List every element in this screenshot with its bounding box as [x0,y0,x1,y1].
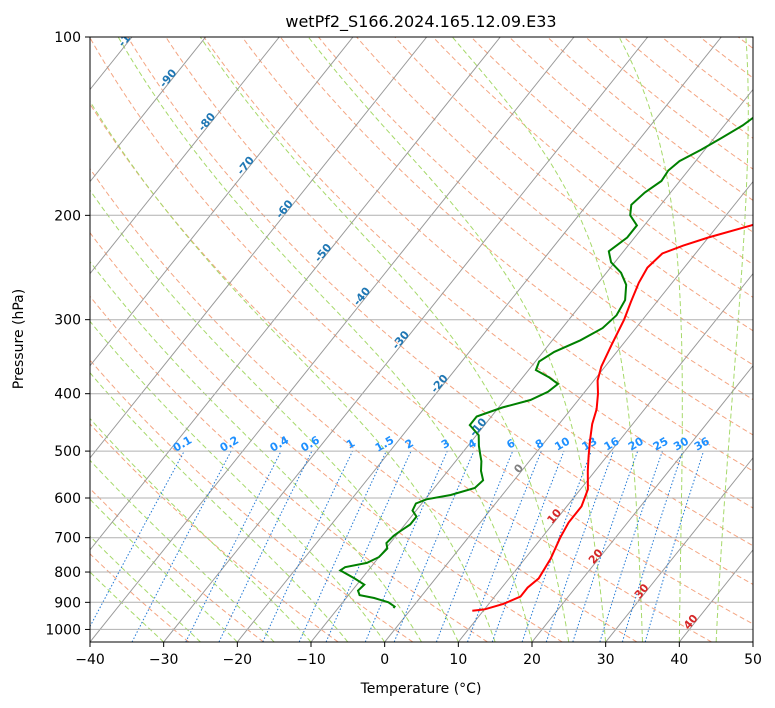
isotherm [163,37,649,642]
isotherm [90,37,207,183]
moist-adiabat [90,260,422,642]
mixing-ratio-line [621,450,684,642]
isotherm [90,37,354,367]
mixing-ratio-line [90,450,185,628]
dry-adiabat [90,423,339,642]
y-tick-label: 100 [54,30,81,46]
moist-adiabat [90,459,275,642]
y-axis-title: Pressure (hPa) [11,289,27,389]
dewpoint-profile-line [338,116,753,609]
x-axis: −40 −30 −20 −10 0 10 20 30 40 50 [75,642,762,668]
mixing-ratio-line [185,450,282,642]
mixing-ratio-line [435,450,514,642]
mixing-ratio-line [521,450,592,642]
isotherm [384,180,753,642]
dry-adiabat [165,37,753,547]
isotherm [90,37,501,551]
x-tick-label: 20 [523,652,541,668]
isotherm [457,272,753,642]
mixing-ratio-line [131,450,232,642]
x-tick-label: −30 [149,652,179,668]
x-tick-label: 50 [744,652,762,668]
mixing-ratio-line [467,450,542,642]
moist-adiabat [90,498,238,642]
moist-adiabat [199,37,570,642]
isotherm [310,88,753,642]
mixing-ratio-line [364,450,448,642]
y-tick-label: 700 [54,531,81,547]
isotherm [90,37,428,459]
y-tick-label: 900 [54,595,81,611]
x-tick-label: 0 [380,652,389,668]
mixing-ratio-line [491,450,565,642]
background-lines [90,37,753,642]
moist-adiabat [451,37,643,642]
dry-adiabat [127,37,753,585]
x-tick-label: 40 [670,652,688,668]
moist-adiabat [307,37,607,642]
x-tick-label: 30 [597,652,615,668]
mixing-ratio-line [393,450,475,642]
y-tick-label: 800 [54,565,81,581]
dry-adiabat [394,37,753,332]
moist-adiabat [618,37,683,642]
y-axis: 100 200 300 400 500 600 700 800 900 1000 [45,30,90,638]
y-tick-label: 200 [54,208,81,224]
isotherm [605,457,753,642]
y-tick-label: 300 [54,313,81,329]
dry-adiabat [470,37,753,266]
chart-title: wetPf2_S166.2024.165.12.09.E33 [285,12,556,32]
mixing-ratio-line [298,450,387,642]
x-tick-label: 10 [449,652,467,668]
x-axis-title: Temperature (°C) [360,681,482,697]
mixing-ratio-line [572,450,639,642]
moist-adiabat [117,37,533,642]
mixing-ratio-line [262,450,353,642]
dry-adiabat [90,37,753,625]
dry-adiabat [584,37,753,170]
moist-adiabat [90,320,386,642]
dry-adiabat [241,37,753,472]
dry-adiabat [546,37,753,201]
mixing-ratio-line [545,450,614,642]
dry-adiabat [90,295,488,642]
isotherm [90,37,575,642]
mixing-ratio-line [644,450,705,642]
y-tick-label: 500 [54,444,81,460]
dry-adiabat [355,37,753,366]
y-tick-label: 1000 [45,622,81,638]
temperature-profile-line [472,223,753,612]
isotherm [236,37,722,642]
dry-adiabat [90,102,712,642]
isotherm [531,364,753,642]
moist-adiabat [715,37,749,642]
plot-frame [89,36,754,643]
dry-adiabat [317,37,753,401]
x-tick-label: −20 [223,652,253,668]
isotherm [90,37,280,275]
dry-adiabat [90,359,414,642]
dry-adiabat [203,37,753,509]
series-layer [338,116,753,612]
x-tick-label: −10 [296,652,326,668]
y-tick-label: 400 [54,387,81,403]
y-tick-label: 600 [54,491,81,507]
mixing-ratio-line [599,450,663,642]
x-tick-label: −40 [75,652,105,668]
moist-adiabat [90,189,459,642]
